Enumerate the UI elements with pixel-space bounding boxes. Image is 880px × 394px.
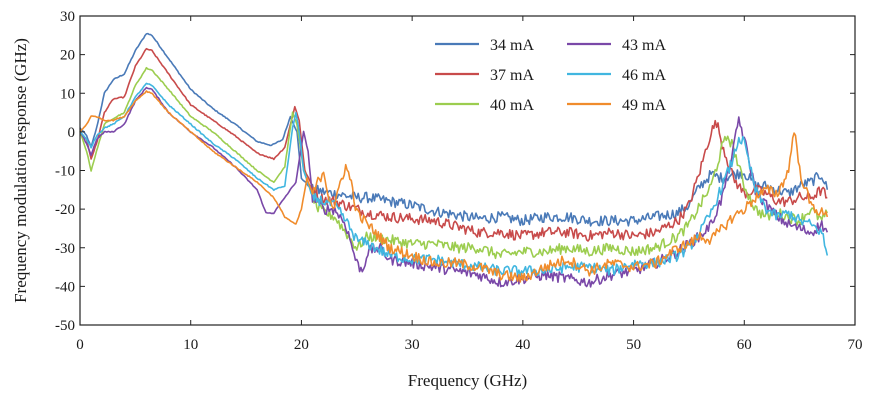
series-line-0 xyxy=(79,32,829,227)
x-axis-title: Frequency (GHz) xyxy=(408,371,527,390)
legend-label: 37 mA xyxy=(490,67,534,84)
legend-label: 40 mA xyxy=(490,97,534,114)
x-tick-label: 0 xyxy=(76,337,84,353)
x-tick-label: 60 xyxy=(737,337,752,353)
axes-layer: 0 10 20 30 40 50 60 70 -50 -40 -30 -20 -10 0 10 20 30 xyxy=(55,9,863,353)
x-tick-label: 20 xyxy=(294,337,309,353)
series-line-1 xyxy=(79,47,828,242)
x-tick-label: 30 xyxy=(405,337,420,353)
x-tick-label: 50 xyxy=(626,337,641,353)
y-tick-label: -50 xyxy=(55,318,75,334)
x-tick-label: 70 xyxy=(848,337,863,353)
x-tick-label: 40 xyxy=(515,337,530,353)
legend-label: 43 mA xyxy=(622,37,666,54)
series-line-5 xyxy=(79,90,829,283)
series-line-2 xyxy=(79,66,829,260)
y-tick-label: -10 xyxy=(55,164,75,180)
y-tick-label: 10 xyxy=(60,86,75,102)
x-tick-label: 10 xyxy=(183,337,198,353)
y-tick-label: 0 xyxy=(68,125,76,141)
legend-label: 49 mA xyxy=(622,97,666,114)
y-tick-label: 30 xyxy=(60,9,75,25)
y-tick-label: -30 xyxy=(55,241,75,257)
y-axis-title: Frequency modulation response (GHz) xyxy=(11,38,30,303)
legend-label: 34 mA xyxy=(490,37,534,54)
y-tick-label: -20 xyxy=(55,202,75,218)
series-layer xyxy=(79,32,829,288)
legend-label: 46 mA xyxy=(622,67,666,84)
y-tick-label: 20 xyxy=(60,48,75,64)
y-tick-label: -40 xyxy=(55,279,75,295)
legend: 34 mA 37 mA 40 mA 43 mA 46 mA 49 mA xyxy=(435,37,666,114)
